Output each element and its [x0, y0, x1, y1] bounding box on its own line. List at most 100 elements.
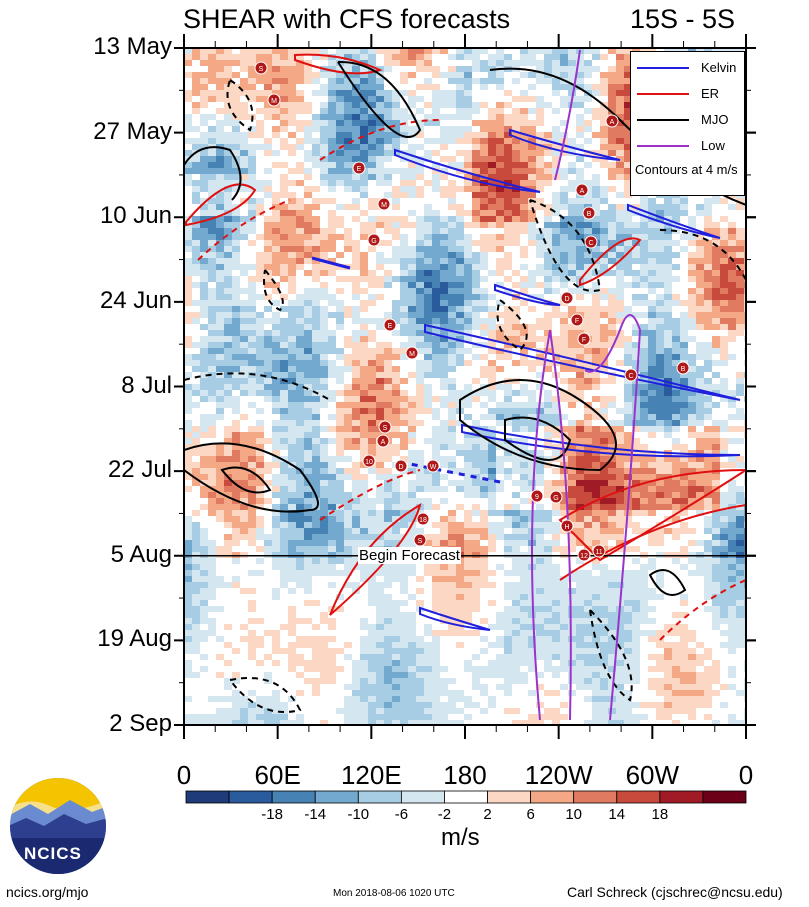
heat-cell	[336, 180, 344, 186]
heat-cell	[208, 468, 216, 474]
heat-cell	[408, 210, 416, 216]
heat-cell	[616, 522, 624, 528]
heat-cell	[512, 216, 520, 222]
heat-cell	[464, 384, 472, 390]
heat-cell	[672, 528, 680, 534]
heat-cell	[512, 222, 520, 228]
heat-cell	[608, 300, 616, 306]
heat-cell	[352, 498, 360, 504]
heat-cell	[616, 312, 624, 318]
heat-cell	[288, 366, 296, 372]
heat-cell	[440, 360, 448, 366]
heat-cell	[656, 504, 664, 510]
heat-cell	[600, 468, 608, 474]
heat-cell	[400, 564, 408, 570]
heat-cell	[424, 60, 432, 66]
heat-cell	[624, 186, 632, 192]
heat-cell	[424, 240, 432, 246]
heat-cell	[728, 246, 736, 252]
heat-cell	[192, 222, 200, 228]
heat-cell	[352, 204, 360, 210]
heat-cell	[552, 144, 560, 150]
heat-cell	[344, 54, 352, 60]
heat-cell	[232, 258, 240, 264]
heat-cell	[568, 48, 576, 54]
heat-cell	[544, 492, 552, 498]
heat-cell	[704, 522, 712, 528]
heat-cell	[240, 492, 248, 498]
heat-cell	[536, 156, 544, 162]
heat-cell	[392, 522, 400, 528]
heat-cell	[344, 558, 352, 564]
heat-cell	[608, 132, 616, 138]
heat-cell	[216, 354, 224, 360]
heat-cell	[616, 222, 624, 228]
heat-cell	[224, 582, 232, 588]
heat-cell	[616, 204, 624, 210]
heat-cell	[640, 264, 648, 270]
heat-cell	[640, 228, 648, 234]
heat-cell	[608, 138, 616, 144]
heat-cell	[536, 252, 544, 258]
heat-cell	[496, 246, 504, 252]
heat-cell	[312, 222, 320, 228]
heat-cell	[376, 156, 384, 162]
heat-cell	[264, 318, 272, 324]
heat-cell	[344, 72, 352, 78]
heat-cell	[504, 504, 512, 510]
heat-cell	[680, 330, 688, 336]
heat-cell	[488, 330, 496, 336]
heat-cell	[576, 144, 584, 150]
heat-cell	[632, 582, 640, 588]
heat-cell	[328, 228, 336, 234]
heat-cell	[456, 294, 464, 300]
heat-cell	[520, 60, 528, 66]
heat-cell	[704, 378, 712, 384]
heat-cell	[208, 312, 216, 318]
heat-cell	[560, 228, 568, 234]
heat-cell	[272, 588, 280, 594]
heat-cell	[256, 96, 264, 102]
heat-cell	[312, 216, 320, 222]
heat-cell	[584, 258, 592, 264]
heat-cell	[208, 360, 216, 366]
heat-cell	[520, 96, 528, 102]
heat-cell	[320, 54, 328, 60]
heat-cell	[616, 498, 624, 504]
heat-cell	[448, 360, 456, 366]
heat-cell	[512, 150, 520, 156]
heat-cell	[488, 222, 496, 228]
heat-cell	[208, 150, 216, 156]
heat-cell	[336, 306, 344, 312]
heat-cell	[472, 168, 480, 174]
heat-cell	[200, 474, 208, 480]
heat-cell	[576, 96, 584, 102]
heat-cell	[640, 324, 648, 330]
heat-cell	[208, 336, 216, 342]
heat-cell	[224, 444, 232, 450]
heat-cell	[296, 498, 304, 504]
heat-cell	[400, 276, 408, 282]
heat-cell	[544, 282, 552, 288]
heat-cell	[704, 408, 712, 414]
heat-cell	[368, 426, 376, 432]
heat-cell	[240, 366, 248, 372]
heat-cell	[200, 582, 208, 588]
heat-cell	[232, 222, 240, 228]
heat-cell	[528, 48, 536, 54]
heat-cell	[344, 156, 352, 162]
heat-cell	[368, 204, 376, 210]
heat-cell	[256, 534, 264, 540]
heat-cell	[184, 588, 192, 594]
heat-cell	[512, 126, 520, 132]
heat-cell	[448, 270, 456, 276]
heat-cell	[392, 54, 400, 60]
heat-cell	[560, 426, 568, 432]
heat-cell	[312, 438, 320, 444]
heat-cell	[528, 132, 536, 138]
heat-cell	[696, 438, 704, 444]
heat-cell	[368, 294, 376, 300]
heat-cell	[472, 54, 480, 60]
heat-cell	[200, 342, 208, 348]
heat-cell	[368, 390, 376, 396]
